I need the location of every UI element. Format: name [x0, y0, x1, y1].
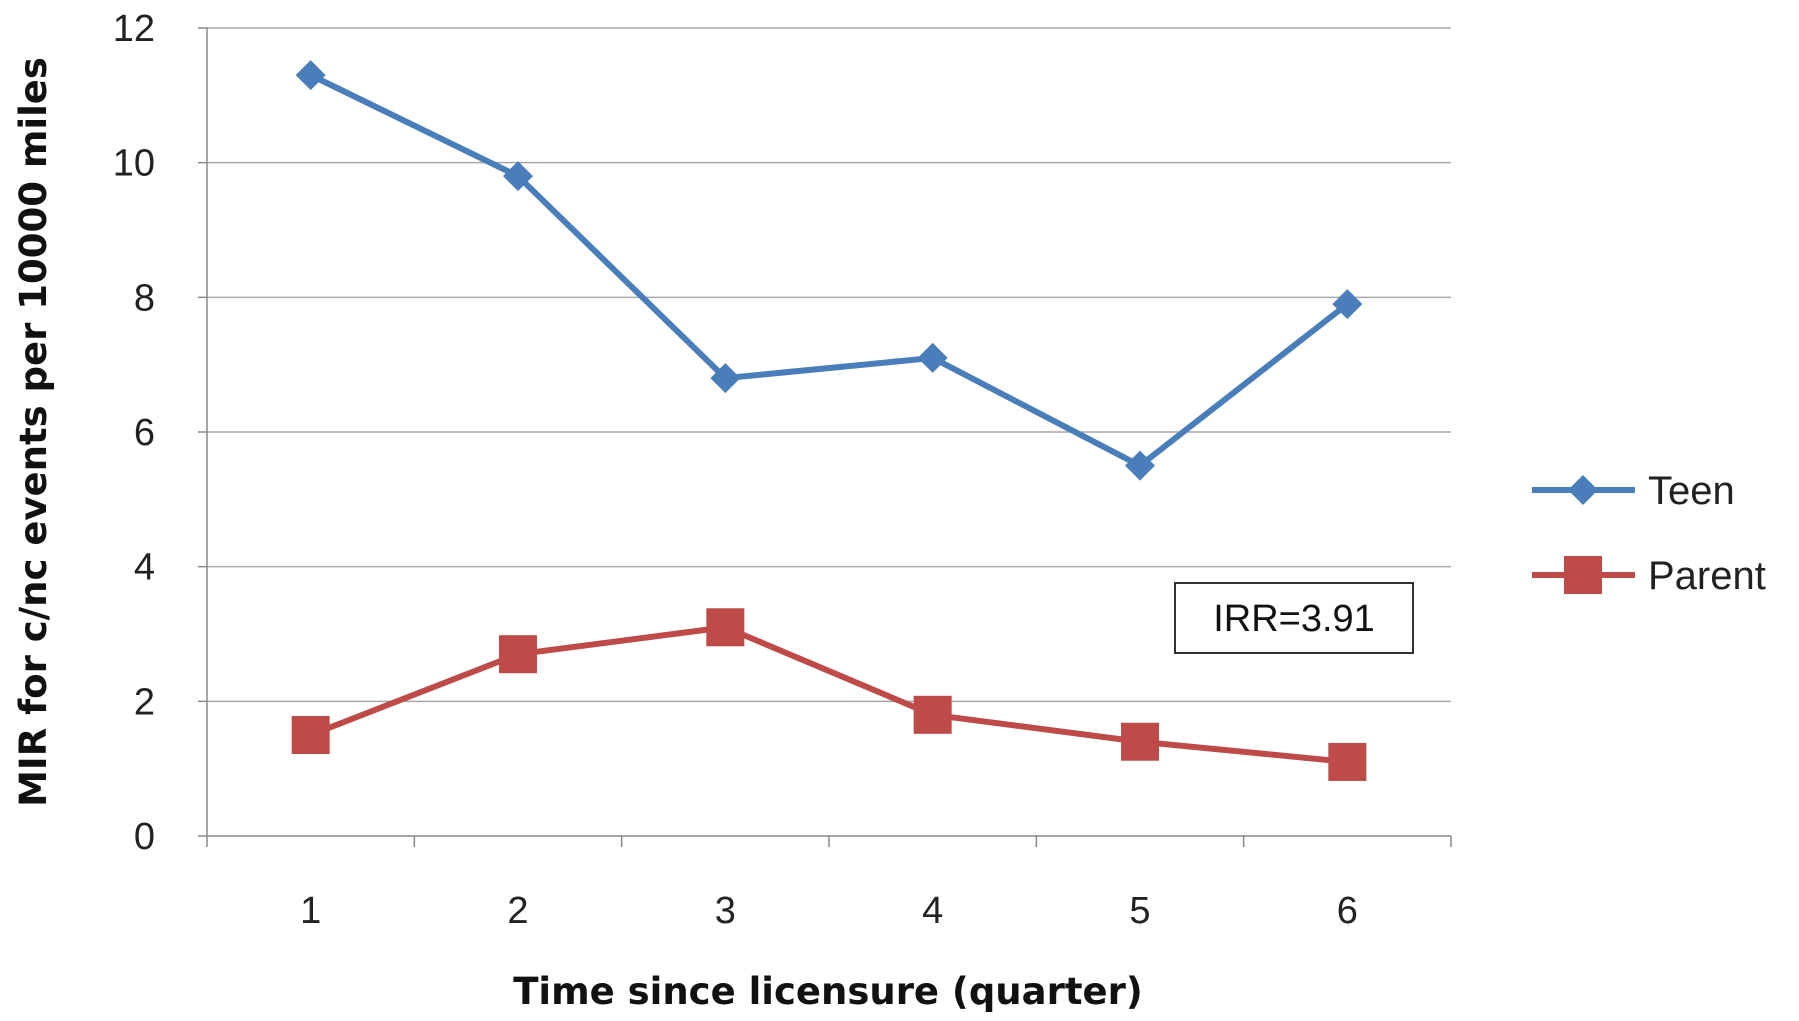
series-teen-point-3: [710, 363, 741, 394]
y-tick-label-4: 4: [134, 547, 155, 589]
y-axis-ticks: 0 2 4 6 8 10 12: [113, 8, 207, 858]
x-tick-label-6: 6: [1337, 890, 1358, 932]
x-axis-title: Time since licensure (quarter): [513, 970, 1143, 1013]
y-tick-label-12: 12: [113, 8, 155, 50]
y-tick-label-0: 0: [134, 816, 155, 858]
legend-swatch-marker-parent: [1564, 556, 1602, 594]
y-tick-label-6: 6: [134, 412, 155, 454]
legend-item-teen: Teen: [1532, 469, 1735, 513]
irr-annotation-text: IRR=3.91: [1213, 598, 1375, 640]
irr-annotation-box: [1174, 582, 1414, 654]
series-parent-point-5: [1121, 722, 1159, 761]
legend-label-teen: Teen: [1648, 469, 1735, 513]
series-teen-line: [309, 72, 1350, 469]
series-teen-point-5: [1125, 450, 1155, 481]
legend-item-parent: Parent: [1532, 554, 1766, 598]
x-tick-label-4: 4: [922, 890, 943, 932]
series-parent-point-2: [499, 635, 537, 674]
legend-swatch-marker-teen: [1568, 475, 1598, 505]
x-tick-label-1: 1: [300, 890, 321, 932]
x-tick-label-3: 3: [715, 890, 736, 932]
series-layer: [291, 60, 1367, 781]
y-axis-title: MIR for c/nc events per 10000 miles: [12, 57, 55, 807]
x-axis-ticks: 1 2 3 4 5 6: [206, 836, 1452, 932]
irr-annotation: IRR=3.91: [1174, 582, 1414, 654]
series-parent-point-6: [1328, 742, 1367, 781]
y-tick-label-8: 8: [134, 277, 155, 319]
x-tick-label-2: 2: [507, 890, 528, 932]
series-parent-line: [309, 624, 1348, 765]
x-tick-label-5: 5: [1129, 890, 1150, 932]
series-parent-point-4: [913, 695, 952, 734]
series-teen: [295, 60, 1363, 481]
legend-label-parent: Parent: [1648, 554, 1766, 598]
series-teen-point-6: [1332, 289, 1363, 320]
series-parent-point-3: [706, 608, 745, 647]
series-teen-point-2: [503, 161, 533, 192]
series-teen-point-1: [295, 60, 326, 91]
gridlines: [207, 27, 1451, 703]
series-teen-point-4: [917, 342, 948, 373]
y-tick-label-10: 10: [113, 143, 155, 185]
series-parent: [291, 608, 1367, 781]
legend: Teen Parent: [1532, 469, 1766, 598]
y-tick-label-2: 2: [134, 681, 155, 723]
series-parent-point-1: [291, 716, 330, 754]
